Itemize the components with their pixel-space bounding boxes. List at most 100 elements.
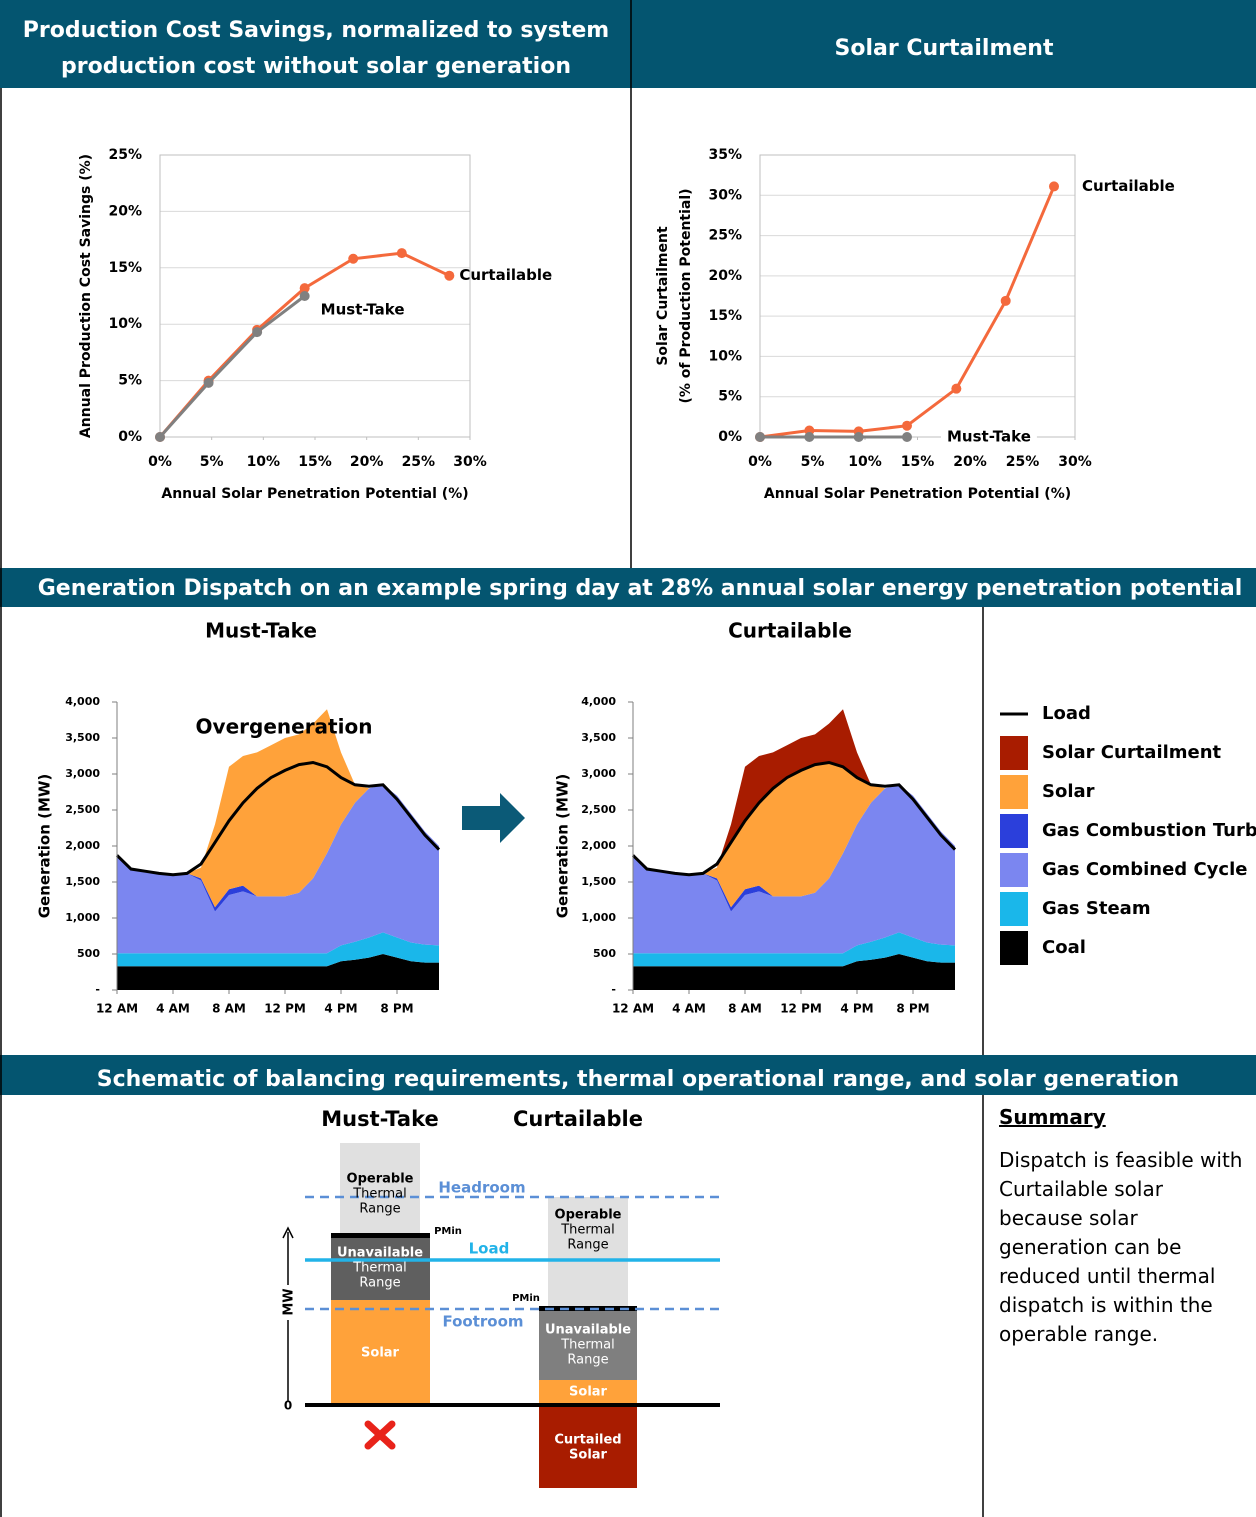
x-tick-label: 20%	[953, 454, 987, 470]
y-tick-label: 35%	[708, 147, 742, 163]
block-label: Range	[359, 1276, 400, 1291]
x-tick-label: 4 AM	[672, 1002, 706, 1016]
legend-swatch	[1000, 775, 1028, 809]
block-label: Thermal	[352, 1187, 407, 1202]
pmin-bar	[331, 1233, 430, 1238]
y-tick-label: 3,000	[581, 767, 616, 780]
block-label: Range	[567, 1238, 608, 1253]
column-title: Must-Take	[321, 1107, 438, 1131]
legend-label: Coal	[1042, 937, 1086, 958]
operable-block	[340, 1143, 420, 1235]
series-point	[1049, 181, 1059, 192]
plot-area	[759, 154, 1076, 438]
series-point	[252, 327, 263, 338]
x-tick-label: 4 PM	[840, 1002, 873, 1016]
x-tick-label: 20%	[350, 454, 384, 470]
y-tick-label: 4,000	[65, 695, 100, 708]
series-point	[804, 432, 815, 442]
stacked-area	[633, 954, 955, 990]
stacked-area	[117, 954, 439, 990]
x-tick-label: 12 AM	[612, 1002, 654, 1016]
block-label: Solar	[569, 1448, 608, 1463]
block-label: Unavailable	[545, 1323, 631, 1338]
header-bar	[0, 1055, 1256, 1095]
legend-swatch	[1000, 892, 1028, 926]
series-point	[755, 432, 765, 442]
unavailable-block	[539, 1310, 637, 1380]
y-tick-label: 0%	[118, 429, 142, 445]
x-tick-label: 8 PM	[896, 1002, 929, 1016]
schematic: Must-Take Curtailable Operable Thermal R…	[282, 1107, 720, 1488]
y-tick-label: 2,500	[581, 803, 616, 816]
summary-heading: Summary	[999, 1105, 1106, 1129]
block-label: Range	[567, 1353, 608, 1368]
y-tick-label: 1,000	[581, 911, 616, 924]
series-label: Curtailable	[1082, 177, 1175, 195]
infeasible-mark	[364, 1420, 396, 1450]
pmin-bar	[539, 1306, 637, 1311]
x-tick-label: 25%	[1006, 454, 1040, 470]
load-label: Load	[469, 1240, 510, 1258]
y-tick-label: 1,500	[581, 875, 616, 888]
legend-label: Solar Curtailment	[1042, 742, 1222, 763]
x-tick-label: 4 AM	[156, 1002, 190, 1016]
header: Schematic of balancing requirements, the…	[97, 1067, 1179, 1092]
stacked-area	[117, 932, 439, 967]
chart-title: Curtailable	[728, 619, 852, 643]
y-tick-label: 2,000	[65, 839, 100, 852]
chart-title: Must-Take	[205, 619, 317, 643]
x-tick-label: 15%	[298, 454, 332, 470]
series-line	[158, 251, 450, 438]
stacked-area	[633, 932, 955, 967]
x-tick-label: 12 AM	[96, 1002, 138, 1016]
block-label: Solar	[361, 1346, 400, 1361]
curtailed-block	[539, 1405, 637, 1488]
block-label: Range	[359, 1202, 400, 1217]
block-label: Thermal	[352, 1261, 407, 1276]
x-tick-label: 5%	[801, 454, 825, 470]
x-tick-label: 5%	[200, 454, 224, 470]
series-point	[348, 253, 359, 264]
y-tick-label: 1,500	[65, 875, 100, 888]
y-axis-label: Generation (MW)	[36, 774, 54, 919]
series-point	[853, 432, 864, 442]
arrow	[462, 793, 525, 843]
x-tick-label: 30%	[453, 454, 487, 470]
column-title: Curtailable	[513, 1107, 643, 1131]
x-tick-label: 30%	[1058, 454, 1092, 470]
axis-arrowhead	[282, 1226, 294, 1239]
y-tick-label: 4,000	[581, 695, 616, 708]
header-bar	[0, 568, 1256, 607]
y-tick-label: 10%	[708, 348, 742, 364]
block-label: Thermal	[560, 1338, 615, 1353]
y-tick-label: -	[95, 983, 100, 996]
series-point	[444, 270, 455, 281]
y-tick-label: 25%	[108, 147, 142, 163]
series-point	[299, 283, 310, 294]
footroom-label: Footroom	[442, 1313, 523, 1331]
legend-swatch	[1000, 814, 1028, 848]
block-label: Thermal	[560, 1223, 615, 1238]
x-tick-label: 4 PM	[324, 1002, 357, 1016]
legend-label: Solar	[1042, 781, 1095, 802]
y-tick-label: 3,000	[65, 767, 100, 780]
header-bar	[0, 0, 1256, 88]
x-tick-label: 10%	[848, 454, 882, 470]
pmin-label: PMin	[512, 1293, 540, 1304]
load-line	[631, 760, 957, 877]
series-point	[396, 248, 407, 259]
y-tick-label: 5%	[718, 389, 742, 405]
series-point	[299, 291, 310, 301]
y-axis-label: Generation (MW)	[554, 774, 572, 919]
solar-block	[539, 1380, 637, 1405]
x-axis-label: Annual Solar Penetration Potential (%)	[764, 486, 1071, 502]
legend-swatch	[1000, 931, 1028, 965]
stacked-area	[117, 784, 439, 954]
y-tick-label: 3,500	[65, 731, 100, 744]
legend-label: Gas Steam	[1042, 898, 1151, 919]
plot-area	[159, 154, 471, 438]
series-point	[902, 420, 912, 431]
y-tick-label: 15%	[708, 308, 742, 324]
